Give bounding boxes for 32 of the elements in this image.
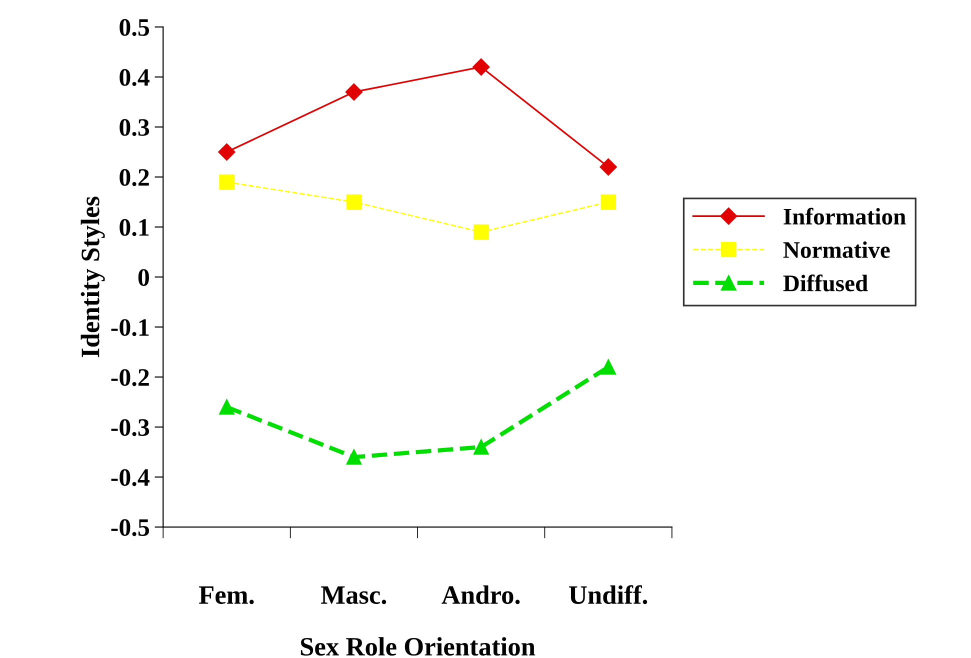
point — [600, 359, 616, 375]
point — [218, 143, 236, 161]
point — [473, 439, 489, 455]
y-tick-label: 0.1 — [120, 219, 149, 236]
y-axis-title: Identity Styles — [80, 196, 105, 358]
x-tick-label: Undiff. — [569, 585, 648, 604]
point — [600, 194, 616, 210]
point — [346, 449, 362, 465]
x-tick-label: Andro. — [442, 585, 520, 604]
y-tick-label: -0.5 — [111, 519, 150, 536]
point — [472, 58, 490, 76]
y-tick-label: -0.1 — [111, 319, 149, 336]
legend-label: Information — [784, 208, 906, 225]
y-tick-label: 0.5 — [120, 19, 150, 36]
point — [345, 83, 362, 101]
y-tick-label: 0.2 — [120, 169, 149, 186]
point — [219, 174, 234, 190]
point — [346, 194, 362, 210]
x-axis-title: Sex Role Orientation — [300, 637, 536, 656]
x-tick-label: Masc. — [321, 586, 386, 604]
point — [600, 158, 617, 176]
y-tick-label: 0.4 — [120, 69, 150, 86]
x-tick-label: Fem. — [198, 586, 254, 604]
y-tick-label: 0.3 — [120, 119, 150, 136]
y-tick-label: 0 — [138, 269, 149, 286]
legend-label: Diffused — [783, 274, 868, 292]
y-tick-label: -0.3 — [111, 419, 150, 436]
point — [473, 224, 489, 240]
legend-label: Normative — [783, 241, 890, 258]
point — [219, 399, 234, 415]
y-tick-label: -0.2 — [111, 369, 149, 386]
y-tick-label: -0.4 — [111, 469, 150, 486]
